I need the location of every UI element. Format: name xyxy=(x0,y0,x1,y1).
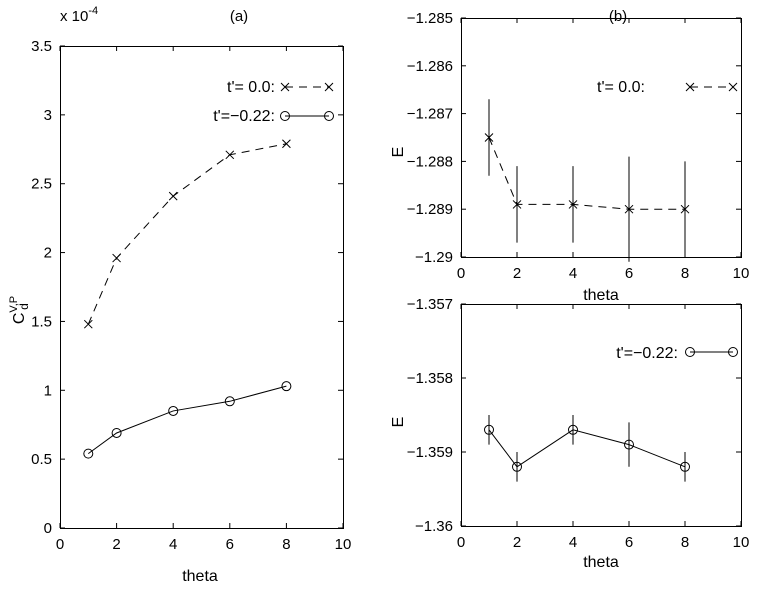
panel-a-series-0-point-4 xyxy=(282,139,291,149)
panel-a-xlabel: theta xyxy=(182,568,218,585)
legend-a-marker-1a xyxy=(280,111,290,121)
panel-b-top-ylabel: E xyxy=(390,147,407,158)
panel-a-ytick-label-5: 2.5 xyxy=(31,176,52,193)
panel-a-series-1-point-2 xyxy=(168,405,179,416)
panel-a-series-1-point-0 xyxy=(83,448,94,459)
panel-b-top-series-0-line xyxy=(488,137,685,210)
panel-b-bottom-xlabel: theta xyxy=(583,554,619,571)
panel-b-title: (b) xyxy=(609,8,627,25)
panel-b-top-series-0-point-1 xyxy=(512,200,522,209)
legend-a-label-1: t'=−0.22: xyxy=(213,108,275,125)
panel-a-series-0-point-1 xyxy=(112,253,121,263)
panel-b-top: (b) E theta 0 2 4 6 8 10 −1.29 −1.289 −1.288 −1.2… xyxy=(390,8,749,304)
panel-b-bottom-ylabel: E xyxy=(390,417,407,428)
panel-b-top-ytick-label-2: −1.288 xyxy=(407,153,453,170)
panel-a-ytick-label-2: 1 xyxy=(44,382,52,399)
panel-b-top-series-0-point-2 xyxy=(568,200,578,209)
panel-b-top-xtick-label-2: 4 xyxy=(569,265,577,282)
panel-b-bottom-series-0-point-1 xyxy=(512,461,522,472)
panel-b-top-frame xyxy=(461,18,742,258)
panel-b-bottom-ytick-label-0: −1.36 xyxy=(415,518,453,535)
panel-b-bottom-series-0-point-3 xyxy=(624,439,634,450)
panel-b-bottom: E theta 0 2 4 6 8 10 −1.36 −1.359 −1.358 −1.357 t… xyxy=(390,296,749,571)
panel-a-title: (a) xyxy=(230,8,248,25)
panel-a-ytick-label-7: 3.5 xyxy=(31,38,52,55)
legend-b-bottom-marker-0a xyxy=(685,347,695,357)
legend-b-bottom: t'=−0.22: xyxy=(616,345,738,362)
legend-b-bottom-marker-0b xyxy=(728,347,738,357)
legend-a: t'= 0.0: t'=−0.22: xyxy=(213,79,334,125)
legend-b-bottom-label-0: t'=−0.22: xyxy=(616,345,678,362)
legend-b-top-marker-0 xyxy=(685,82,738,92)
panel-b-top-xtick-label-5: 10 xyxy=(733,265,750,282)
panel-b-top-series-0-point-0 xyxy=(484,133,494,142)
panel-a-series-1-line xyxy=(88,385,287,455)
panel-a-xtick-label-3: 6 xyxy=(226,536,234,553)
panel-a-ylabel: CV,Pd xyxy=(8,296,31,324)
panel-b-bottom-xtick-label-0: 0 xyxy=(457,534,465,551)
panel-b-top-xtick-label-0: 0 xyxy=(457,265,465,282)
panel-b-top-xtick-label-3: 6 xyxy=(625,265,633,282)
panel-a-xtick-label-4: 8 xyxy=(282,536,290,553)
panel-b-top-series-0-point-4 xyxy=(680,204,690,214)
panel-a-series-0-line xyxy=(87,143,287,325)
legend-b-top: t'= 0.0: xyxy=(597,79,738,96)
panel-b-bottom-series-0-point-0 xyxy=(484,424,494,435)
panel-a-series-0-point-3 xyxy=(225,150,235,160)
legend-a-marker-0 xyxy=(280,82,334,92)
panel-a-series-1-point-3 xyxy=(224,396,235,407)
panel-a-exponent: x 10-4 xyxy=(60,5,98,25)
panel-b-bottom-ytick-label-1: −1.359 xyxy=(407,444,453,461)
panel-b-bottom-series-0-point-2 xyxy=(568,424,578,435)
legend-a-label-0: t'= 0.0: xyxy=(227,79,275,96)
panel-a-xtick-label-5: 10 xyxy=(335,536,352,553)
panel-a-xtick-label-1: 2 xyxy=(112,536,120,553)
panel-a-series-1-point-1 xyxy=(111,427,122,438)
panel-a-series-0-point-2 xyxy=(168,191,178,201)
panel-b-bottom-frame xyxy=(461,304,742,527)
panel-b-top-ytick-label-5: −1.285 xyxy=(407,10,453,27)
legend-b-top-label-0: t'= 0.0: xyxy=(597,79,645,96)
panel-b-bottom-series-0-line xyxy=(488,429,686,468)
panel-b-top-xtick-label-1: 2 xyxy=(513,265,521,282)
panel-b-top-ytick-label-0: −1.29 xyxy=(415,249,453,266)
panel-a-series-0-point-0 xyxy=(83,319,93,329)
panel-a-xtick-label-0: 0 xyxy=(56,536,64,553)
panel-b-top-ytick-label-4: −1.286 xyxy=(407,58,453,75)
panel-b-bottom-series-0-point-4 xyxy=(680,461,690,472)
panel-a: (a) x 10-4 CV,Pd theta 0 2 4 6 8 10 0 0.5 1 1.5 2 2… xyxy=(8,5,351,585)
panel-b-top-xtick-label-4: 8 xyxy=(681,265,689,282)
panel-b-top-series-0-point-3 xyxy=(624,204,634,214)
panel-a-ytick-label-4: 2 xyxy=(44,245,52,262)
panel-b-bottom-ytick-label-2: −1.358 xyxy=(407,370,453,387)
panel-a-ytick-label-0: 0 xyxy=(44,520,52,537)
panel-a-xtick-label-2: 4 xyxy=(169,536,177,553)
panel-a-series-1-point-4 xyxy=(281,381,292,392)
panel-b-bottom-xtick-label-3: 6 xyxy=(625,534,633,551)
panel-b-bottom-xtick-label-1: 2 xyxy=(513,534,521,551)
panel-b-bottom-ytick-label-3: −1.357 xyxy=(407,296,453,313)
panel-b-top-xlabel: theta xyxy=(583,287,619,304)
panel-b-top-ytick-label-3: −1.287 xyxy=(407,106,453,123)
panel-b-bottom-xtick-label-2: 4 xyxy=(569,534,577,551)
panel-b-top-ytick-label-1: −1.289 xyxy=(407,201,453,218)
panel-a-ytick-label-6: 3 xyxy=(44,107,52,124)
panel-b-bottom-xtick-label-5: 10 xyxy=(733,534,750,551)
panel-a-ytick-label-1: 0.5 xyxy=(31,451,52,468)
panel-a-ytick-label-3: 1.5 xyxy=(31,313,52,330)
panel-a-frame xyxy=(60,46,344,529)
panel-b-bottom-xtick-label-4: 8 xyxy=(681,534,689,551)
legend-a-marker-1b xyxy=(324,111,334,121)
